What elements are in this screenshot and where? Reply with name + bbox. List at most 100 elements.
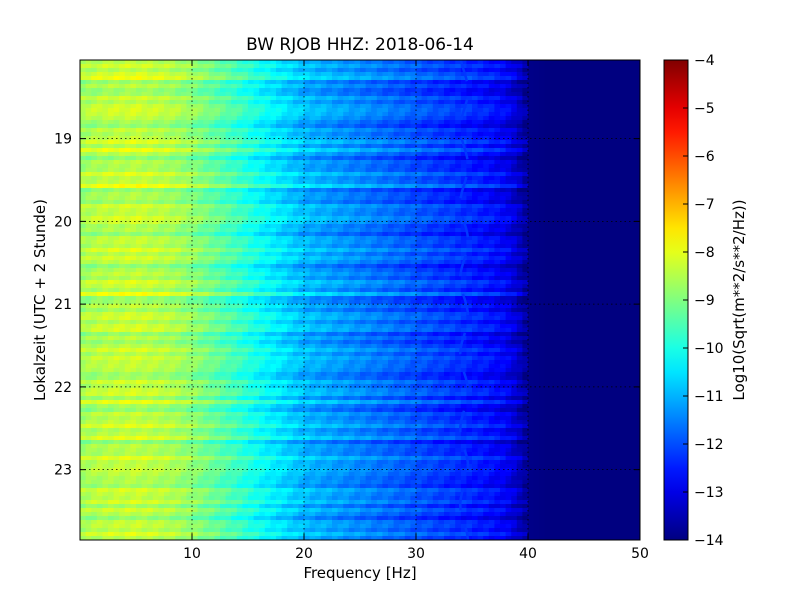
heatmap-cell <box>175 184 182 189</box>
heatmap-cell <box>192 244 199 249</box>
heatmap-cell <box>438 96 445 101</box>
heatmap-cell <box>164 192 171 197</box>
heatmap-cell <box>584 200 591 205</box>
heatmap-cell <box>332 220 339 225</box>
heatmap-cell <box>113 244 120 249</box>
heatmap-cell <box>220 60 227 65</box>
heatmap-cell <box>544 104 551 109</box>
heatmap-cell <box>270 60 277 65</box>
heatmap-cell <box>494 112 501 117</box>
heatmap-cell <box>528 240 535 245</box>
heatmap-cell <box>572 256 579 261</box>
heatmap-cell <box>298 116 305 121</box>
heatmap-cell <box>522 96 529 101</box>
heatmap-cell <box>304 248 311 253</box>
heatmap-cell <box>326 72 333 77</box>
heatmap-cell <box>203 224 210 229</box>
heatmap-cell <box>214 152 221 157</box>
heatmap-cell <box>388 208 395 213</box>
heatmap-cell <box>500 124 507 129</box>
heatmap-cell <box>505 224 512 229</box>
heatmap-cell <box>617 104 624 109</box>
heatmap-cell <box>158 228 165 233</box>
heatmap-cell <box>348 136 355 141</box>
heatmap-cell <box>96 120 103 125</box>
heatmap-cell <box>612 232 619 237</box>
heatmap-cell <box>326 116 333 121</box>
heatmap-cell <box>533 92 540 97</box>
heatmap-cell <box>264 228 271 233</box>
heatmap-cell <box>152 160 159 165</box>
heatmap-cell <box>617 60 624 65</box>
heatmap-cell <box>399 92 406 97</box>
heatmap-cell <box>220 252 227 257</box>
heatmap-cell <box>147 176 154 181</box>
heatmap-cell <box>533 240 540 245</box>
heatmap-cell <box>578 248 585 253</box>
heatmap-cell <box>544 252 551 257</box>
heatmap-cell <box>572 96 579 101</box>
heatmap-cell <box>600 168 607 173</box>
heatmap-cell <box>511 120 518 125</box>
heatmap-cell <box>158 116 165 121</box>
heatmap-cell <box>186 180 193 185</box>
heatmap-cell <box>561 140 568 145</box>
heatmap-cell <box>343 184 350 189</box>
heatmap-cell <box>304 148 311 153</box>
heatmap-cell <box>623 248 630 253</box>
heatmap-cell <box>192 184 199 189</box>
heatmap-cell <box>225 100 232 105</box>
heatmap-cell <box>236 152 243 157</box>
heatmap-cell <box>544 88 551 93</box>
heatmap-cell <box>147 80 154 85</box>
heatmap-cell <box>539 140 546 145</box>
heatmap-cell <box>220 124 227 129</box>
heatmap-cell <box>225 200 232 205</box>
heatmap-cell <box>488 88 495 93</box>
heatmap-cell <box>561 240 568 245</box>
heatmap-cell <box>225 212 232 217</box>
heatmap-cell <box>567 92 574 97</box>
heatmap-cell <box>164 72 171 77</box>
heatmap-cell <box>214 160 221 165</box>
heatmap-cell <box>550 160 557 165</box>
heatmap-cell <box>152 220 159 225</box>
heatmap-cell <box>85 164 92 169</box>
heatmap-cell <box>483 144 490 149</box>
heatmap-cell <box>505 60 512 65</box>
heatmap-cell <box>152 204 159 209</box>
heatmap-cell <box>488 140 495 145</box>
heatmap-cell <box>606 192 613 197</box>
heatmap-cell <box>343 80 350 85</box>
heatmap-cell <box>477 108 484 113</box>
heatmap-cell <box>544 72 551 77</box>
heatmap-cell <box>102 220 109 225</box>
heatmap-cell <box>516 60 523 65</box>
heatmap-cell <box>337 212 344 217</box>
heatmap-cell <box>130 172 137 177</box>
heatmap-cell <box>371 180 378 185</box>
heatmap-cell <box>287 180 294 185</box>
heatmap-cell <box>404 144 411 149</box>
heatmap-cell <box>248 248 255 253</box>
heatmap-cell <box>500 108 507 113</box>
heatmap-cell <box>292 208 299 213</box>
heatmap-cell <box>91 168 98 173</box>
heatmap-cell <box>567 176 574 181</box>
heatmap-cell <box>130 228 137 233</box>
heatmap-cell <box>595 72 602 77</box>
heatmap-cell <box>432 64 439 69</box>
heatmap-cell <box>567 172 574 177</box>
heatmap-cell <box>589 68 596 73</box>
heatmap-cell <box>522 160 529 165</box>
heatmap-cell <box>158 140 165 145</box>
heatmap-cell <box>343 248 350 253</box>
heatmap-cell <box>96 124 103 129</box>
heatmap-cell <box>556 224 563 229</box>
heatmap-cell <box>326 80 333 85</box>
heatmap-cell <box>360 184 367 189</box>
heatmap-cell <box>572 120 579 125</box>
heatmap-cell <box>483 192 490 197</box>
heatmap-cell <box>578 236 585 241</box>
heatmap-cell <box>600 188 607 193</box>
